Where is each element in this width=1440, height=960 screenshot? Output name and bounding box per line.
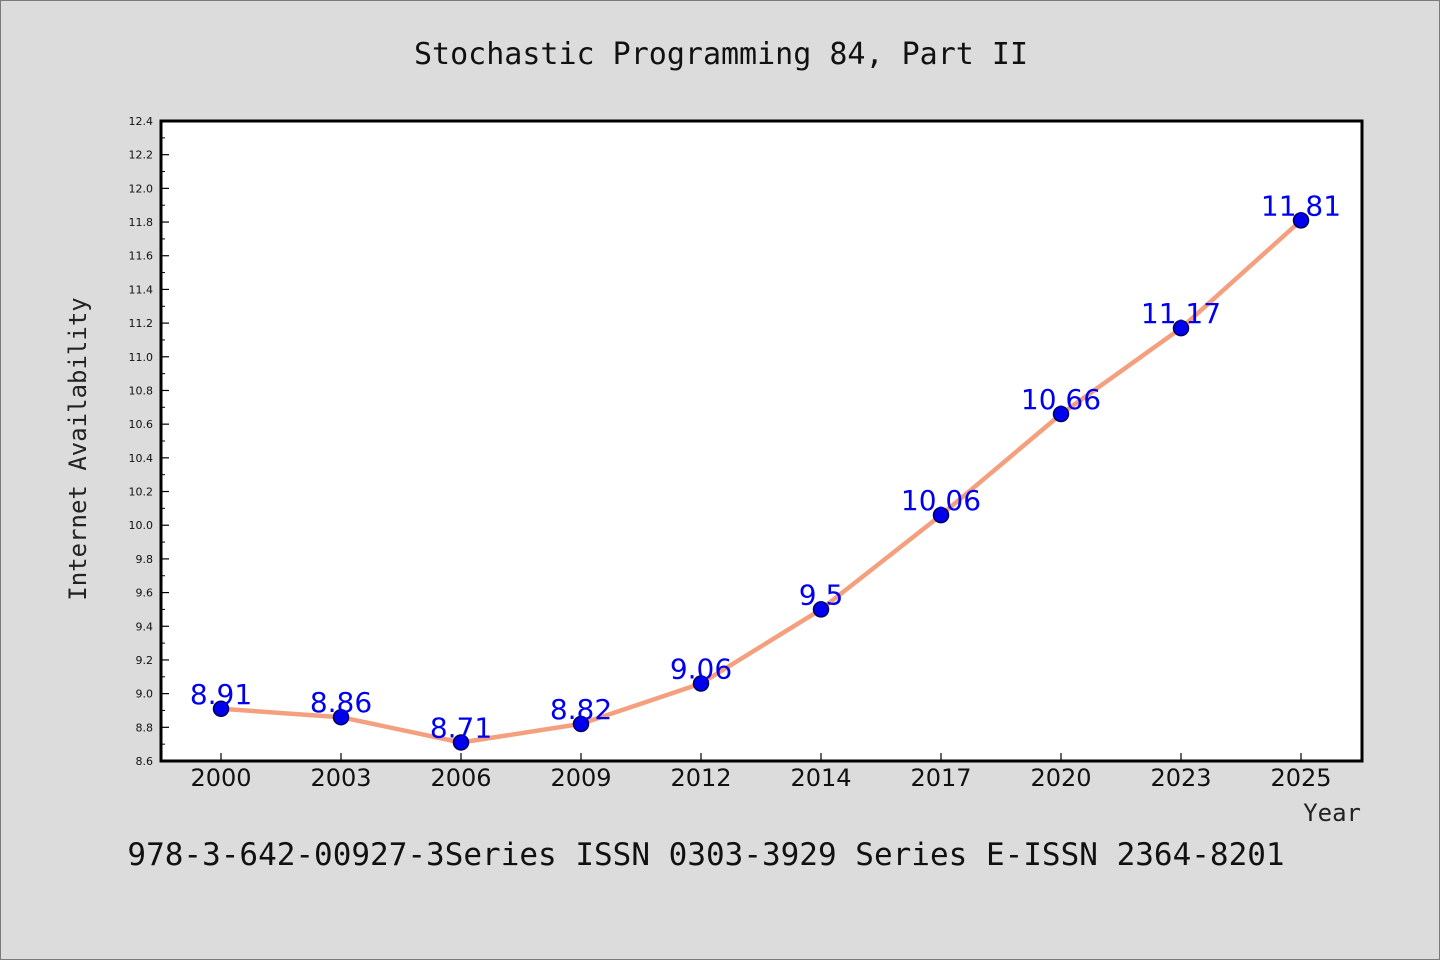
data-point	[1292, 212, 1310, 229]
data-point	[692, 675, 710, 692]
data-label: 11.17	[1141, 297, 1221, 330]
x-axis: 2000 2003 2006 2009 2012 2014 2017 2020 2023 2025	[190, 753, 1332, 792]
data-point	[212, 700, 230, 718]
x-tick-label: 2006	[430, 764, 491, 792]
x-tick-label: 2000	[190, 764, 251, 792]
data-markers	[212, 212, 1310, 751]
footer-isbn-issn: 978-3-642-00927-3Series ISSN 0303-3929 S…	[127, 837, 1284, 873]
y-axis: 8.6 8.8 9.0 9.2 9.4 9.6 9.8 10.0 10.2 10.4 10.6 10.…	[129, 115, 169, 768]
y-tick-label: 12.0	[129, 182, 154, 195]
y-tick-label: 11.2	[129, 317, 154, 330]
data-label: 9.06	[670, 653, 732, 686]
y-tick-label: 10.4	[129, 452, 154, 465]
data-label: 8.86	[310, 686, 372, 719]
data-point	[332, 708, 350, 726]
y-tick-label: 11.0	[129, 351, 154, 364]
x-tick-label: 2009	[550, 764, 611, 792]
x-tick-label: 2014	[790, 764, 851, 792]
y-tick-label: 12.4	[129, 115, 154, 128]
y-tick-label: 9.0	[136, 688, 154, 701]
x-tick-label: 2025	[1270, 764, 1331, 792]
x-tick-label: 2003	[310, 764, 371, 792]
data-point	[932, 506, 950, 524]
y-tick-label: 9.6	[136, 587, 154, 600]
data-label: 11.81	[1261, 189, 1341, 222]
chart-title: Stochastic Programming 84, Part II	[414, 37, 1028, 72]
y-tick-label: 9.8	[136, 553, 154, 566]
data-label: 8.71	[430, 711, 492, 744]
y-tick-label: 11.6	[129, 250, 154, 263]
x-tick-label: 2017	[910, 764, 971, 792]
y-tick-label: 10.2	[129, 486, 154, 499]
x-tick-label: 2012	[670, 764, 731, 792]
y-tick-label: 8.8	[136, 721, 154, 734]
data-point	[1052, 405, 1070, 423]
y-tick-label: 11.8	[129, 216, 154, 229]
data-point	[812, 601, 830, 618]
x-tick-label: 2023	[1150, 764, 1211, 792]
y-tick-label: 10.8	[129, 384, 154, 397]
y-tick-label: 9.4	[136, 620, 154, 633]
data-label: 8.82	[550, 693, 612, 726]
plot-area	[159, 119, 1364, 763]
data-label: 9.5	[799, 578, 844, 611]
data-labels: 8.91 8.86 8.71 8.82 9.06 9.5 10.06 10.66 11.17 11…	[190, 189, 1341, 744]
y-tick-label: 10.6	[129, 418, 154, 431]
y-tick-label: 8.6	[136, 755, 154, 768]
y-axis-label: Internet Availability	[64, 297, 92, 600]
series-line	[218, 218, 1304, 745]
y-tick-label: 11.4	[129, 283, 154, 296]
x-axis-label: Year	[1303, 799, 1361, 827]
data-label: 10.06	[901, 484, 981, 517]
y-tick-label: 12.2	[129, 149, 154, 162]
data-label: 8.91	[190, 678, 252, 711]
y-tick-label: 9.2	[136, 654, 154, 667]
data-label: 10.66	[1021, 383, 1101, 416]
x-tick-label: 2020	[1030, 764, 1091, 792]
data-point	[572, 715, 590, 733]
data-point	[1172, 319, 1190, 337]
data-point	[452, 734, 470, 751]
y-tick-label: 10.0	[129, 519, 154, 532]
